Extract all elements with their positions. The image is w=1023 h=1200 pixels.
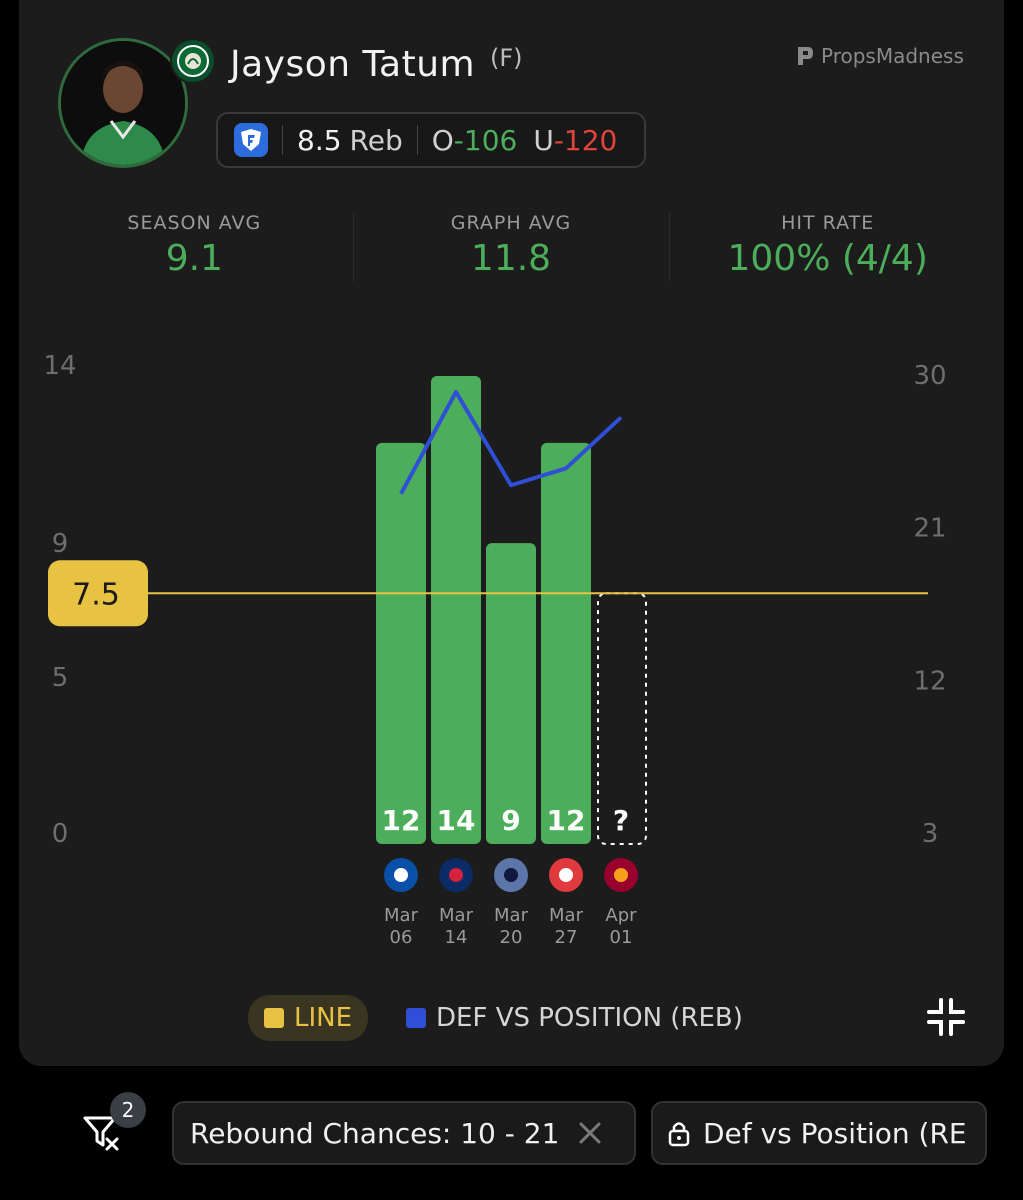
prop-line: 8.5 bbox=[297, 123, 342, 157]
left-axis-tick: 9 bbox=[52, 529, 69, 559]
celtics-logo-icon bbox=[177, 45, 209, 77]
prop-line-pill[interactable]: 8.5 Reb O -106 U -120 bbox=[216, 112, 646, 168]
close-icon[interactable] bbox=[577, 1120, 603, 1146]
divider bbox=[282, 125, 283, 155]
stat-label: SEASON AVG bbox=[127, 212, 262, 234]
wizards-logo-icon-detail bbox=[449, 868, 463, 882]
grizzlies-logo-icon-detail bbox=[504, 868, 518, 882]
player-name: Jayson Tatum bbox=[230, 44, 476, 85]
left-axis-tick: 5 bbox=[52, 663, 69, 693]
stat-value: 11.8 bbox=[470, 238, 552, 279]
bar-value-label: 9 bbox=[501, 804, 520, 837]
chart-legend: LINE DEF VS POSITION (REB) bbox=[248, 995, 743, 1041]
bar bbox=[541, 442, 591, 844]
player-headshot-icon bbox=[61, 41, 185, 165]
right-axis-tick: 3 bbox=[922, 819, 939, 849]
filter-chip-def-vs-position[interactable]: Def vs Position (RE bbox=[651, 1101, 987, 1165]
x-tick-month: Mar bbox=[439, 905, 474, 926]
x-tick-day: 20 bbox=[500, 927, 523, 948]
hawks-logo-icon-detail bbox=[559, 868, 573, 882]
over-label: O bbox=[431, 123, 454, 157]
stat-label: HIT RATE bbox=[781, 212, 875, 234]
x-tick-day: 01 bbox=[610, 927, 633, 948]
bar-value-label: ? bbox=[613, 804, 629, 837]
under-label: U bbox=[533, 123, 554, 157]
prop-stat: Reb bbox=[349, 123, 403, 157]
pending-bar bbox=[597, 592, 647, 845]
stat-label: GRAPH AVG bbox=[450, 212, 572, 234]
x-tick-month: Mar bbox=[549, 905, 584, 926]
x-tick-month: Mar bbox=[384, 905, 419, 926]
player-avatar bbox=[58, 38, 188, 168]
bar-value-label: 12 bbox=[382, 804, 421, 837]
stat-graph-avg: GRAPH AVG 11.8 bbox=[352, 212, 670, 292]
bar bbox=[376, 442, 426, 844]
chip-label: Rebound Chances: 10 - 21 bbox=[190, 1116, 560, 1150]
bar-value-label: 12 bbox=[547, 804, 586, 837]
left-axis-tick: 14 bbox=[43, 351, 76, 381]
bar bbox=[486, 543, 536, 844]
stat-value: 9.1 bbox=[165, 238, 223, 279]
over-odds: -106 bbox=[453, 123, 518, 157]
legend-item-line[interactable]: LINE bbox=[248, 995, 369, 1041]
stat-hit-rate: HIT RATE 100% (4/4) bbox=[669, 212, 986, 292]
player-position: (F) bbox=[490, 44, 523, 72]
propsmadness-logo-icon bbox=[798, 47, 813, 65]
stats-row: SEASON AVG 9.1 GRAPH AVG 11.8 HIT RATE 1… bbox=[36, 212, 986, 292]
threshold-label: 7.5 bbox=[72, 577, 120, 612]
bar bbox=[431, 376, 481, 844]
under-odds: -120 bbox=[553, 123, 618, 157]
legend-item-def-vs-position[interactable]: DEF VS POSITION (REB) bbox=[406, 1003, 743, 1033]
lock-icon bbox=[668, 1122, 690, 1147]
right-axis-tick: 12 bbox=[913, 666, 946, 696]
stat-season-avg: SEASON AVG 9.1 bbox=[36, 212, 353, 292]
threshold-label-box bbox=[48, 560, 148, 627]
left-axis-tick: 0 bbox=[52, 819, 69, 849]
line-swatch bbox=[264, 1008, 284, 1028]
brand-logo: PropsMadness bbox=[795, 44, 964, 68]
x-tick-day: 06 bbox=[390, 927, 413, 948]
collapse-icon bbox=[927, 998, 965, 1036]
right-axis-tick: 21 bbox=[913, 514, 946, 544]
x-tick-month: Mar bbox=[494, 905, 529, 926]
fanduel-shield-icon bbox=[234, 123, 268, 157]
legend-label: DEF VS POSITION (REB) bbox=[436, 1003, 743, 1033]
brand-name: PropsMadness bbox=[821, 44, 964, 68]
bar-value-label: 14 bbox=[437, 804, 476, 837]
def-swatch bbox=[406, 1008, 427, 1028]
filter-chip-rebound-chances[interactable]: Rebound Chances: 10 - 21 bbox=[172, 1101, 636, 1165]
x-tick-day: 27 bbox=[555, 927, 578, 948]
chip-label: Def vs Position (RE bbox=[703, 1116, 967, 1150]
stat-value: 100% (4/4) bbox=[727, 238, 928, 279]
mavericks-logo-icon-detail bbox=[394, 868, 408, 882]
legend-label: LINE bbox=[294, 1003, 353, 1033]
x-tick-day: 14 bbox=[445, 927, 468, 948]
x-tick-month: Apr bbox=[605, 905, 637, 926]
right-axis-tick: 30 bbox=[913, 361, 946, 391]
divider bbox=[416, 125, 418, 155]
heat-logo-icon-detail bbox=[614, 868, 628, 882]
team-logo bbox=[170, 38, 216, 84]
filter-count-badge: 2 bbox=[110, 1092, 146, 1128]
collapse-button[interactable] bbox=[925, 996, 967, 1038]
